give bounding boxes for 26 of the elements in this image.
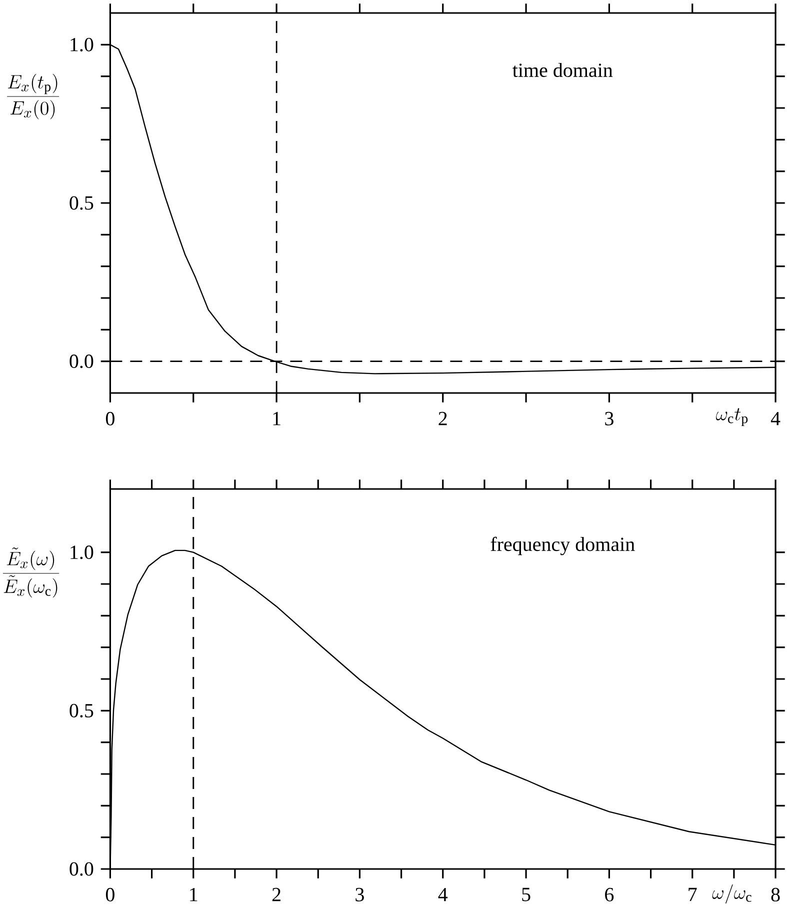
y-tick-label: 1.0 (70, 38, 94, 52)
x-tick-label: 2 (438, 412, 447, 426)
annotation: time domain (512, 62, 613, 78)
y-tick-label: 1.0 (70, 546, 94, 560)
annotation: frequency domain (490, 536, 635, 556)
x-tick-label: 6 (604, 888, 614, 902)
x-tick-label: 4 (438, 888, 448, 902)
y-tick-label: 0.5 (70, 196, 94, 210)
x-tick-label: 7 (688, 888, 697, 902)
x-tick-label: 0 (106, 412, 114, 426)
x-tick-label: 2 (272, 888, 280, 902)
x-tick-label: 0 (106, 888, 114, 902)
x-tick-label: 4 (770, 412, 780, 426)
x-tick-label: 5 (522, 888, 530, 902)
x-tick-label: 8 (771, 888, 780, 902)
y-tick-label: 0.0 (70, 354, 94, 368)
y-tick-label: 0.5 (70, 704, 94, 718)
y-tick-label: 0.0 (70, 862, 94, 876)
x-axis-title: $\omega_\mathrm{c}t_\mathrm{p}$ (716, 408, 748, 426)
x-tick-label: 3 (356, 888, 364, 902)
y-axis-title: $\frac{E_x(t_\mathrm{p})}{E_x(0)}$ (6, 74, 59, 120)
x-tick-label: 3 (605, 412, 614, 426)
x-tick-label: 1 (190, 888, 198, 902)
y-axis-title: $\frac{\tilde{E}_x(\omega)}{\tilde{E}_x(\omega_\mathrm{c})}$ (2, 548, 59, 598)
x-tick-label: 1 (273, 412, 280, 426)
x-axis-title: $\omega/\omega_\mathrm{c}$ (712, 884, 752, 904)
